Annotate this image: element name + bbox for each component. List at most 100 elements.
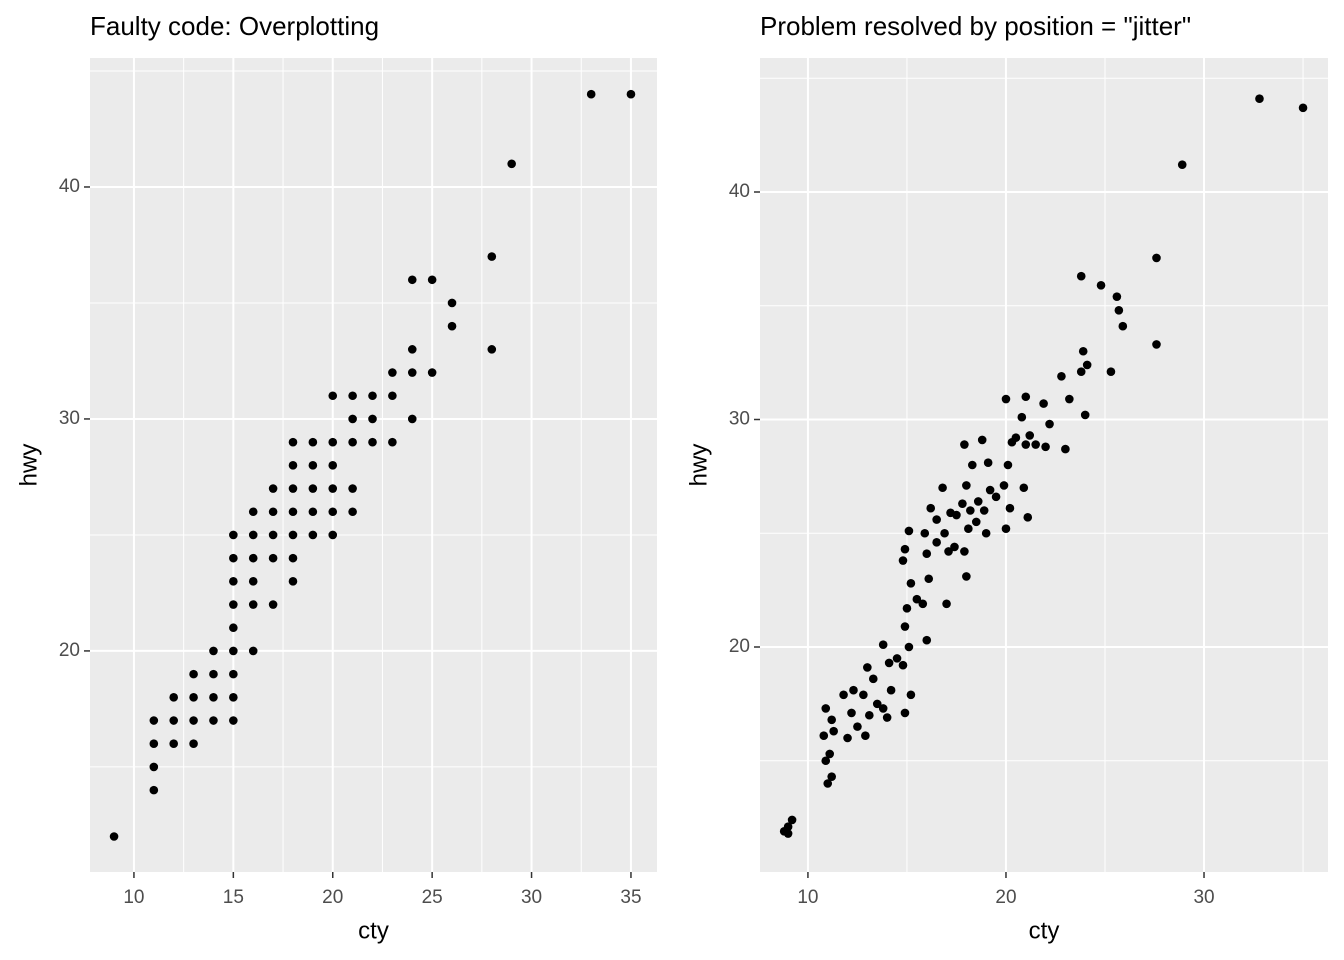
point (268, 507, 278, 517)
point (229, 530, 238, 540)
point (229, 693, 238, 702)
point (1080, 410, 1090, 420)
point (427, 368, 437, 377)
point (268, 484, 278, 493)
point (308, 530, 318, 540)
point (1019, 483, 1029, 493)
point (859, 690, 868, 700)
point (487, 345, 497, 354)
point (1011, 433, 1021, 442)
point (348, 391, 357, 401)
point (952, 510, 961, 520)
point (229, 577, 238, 586)
point (944, 547, 953, 556)
y-tick-label: 20 (59, 640, 80, 661)
point (898, 660, 908, 670)
point (1025, 431, 1035, 440)
point (288, 530, 298, 540)
x-tick-label: 20 (995, 887, 1016, 908)
point (248, 507, 258, 517)
point (1003, 460, 1013, 470)
point (868, 674, 878, 684)
point (973, 497, 983, 506)
point (1005, 503, 1015, 513)
point (388, 368, 397, 377)
point (1065, 394, 1074, 404)
point (983, 458, 993, 468)
point (932, 538, 941, 547)
point (985, 485, 995, 495)
point (1039, 399, 1048, 408)
point (229, 646, 238, 656)
point (209, 716, 218, 725)
point (1177, 160, 1187, 169)
point (1096, 280, 1106, 290)
point (248, 577, 258, 586)
point (1114, 305, 1124, 315)
point (981, 528, 991, 538)
point (348, 414, 357, 424)
point (328, 530, 338, 540)
point (1041, 442, 1050, 452)
point (229, 623, 238, 633)
point (328, 437, 338, 447)
point (853, 722, 862, 731)
point (229, 669, 238, 679)
point (169, 716, 178, 725)
point (268, 553, 278, 563)
y-axis-label: hwy (685, 444, 712, 487)
point (149, 716, 159, 725)
point (368, 437, 377, 447)
point (1061, 444, 1070, 454)
point (971, 517, 981, 527)
y-axis-label: hwy (15, 444, 42, 487)
point (308, 507, 318, 517)
y-tick-label: 20 (729, 636, 750, 657)
point (288, 484, 298, 493)
point (348, 437, 357, 447)
point (209, 693, 218, 702)
point (229, 553, 238, 563)
point (209, 646, 218, 656)
point (407, 275, 417, 285)
point (626, 89, 636, 99)
point (348, 484, 357, 493)
point (865, 710, 874, 720)
point (268, 600, 278, 609)
point (368, 391, 377, 401)
point (1031, 440, 1040, 449)
point (189, 693, 198, 702)
point (308, 484, 318, 493)
point (942, 599, 951, 609)
point (872, 699, 882, 709)
point (189, 739, 198, 749)
point (999, 481, 1009, 490)
point (847, 708, 856, 718)
point (447, 298, 457, 308)
point (1152, 340, 1161, 349)
y-tick-label: 40 (729, 181, 750, 202)
panel (90, 58, 657, 872)
point (407, 414, 417, 424)
point (819, 731, 829, 741)
point (447, 321, 457, 331)
point (407, 345, 417, 354)
point (878, 640, 888, 650)
point (839, 690, 848, 700)
point (248, 646, 258, 656)
y-tick-label: 30 (59, 408, 80, 429)
point (1001, 524, 1011, 534)
point (964, 524, 973, 534)
point (829, 726, 838, 736)
point (189, 669, 198, 679)
x-axis-label: cty (1029, 917, 1060, 944)
point (368, 414, 377, 424)
point (991, 492, 1001, 502)
point (904, 642, 914, 652)
point (1076, 271, 1086, 281)
point (288, 437, 298, 447)
point (906, 690, 916, 700)
point (787, 815, 797, 825)
point (1078, 346, 1088, 356)
